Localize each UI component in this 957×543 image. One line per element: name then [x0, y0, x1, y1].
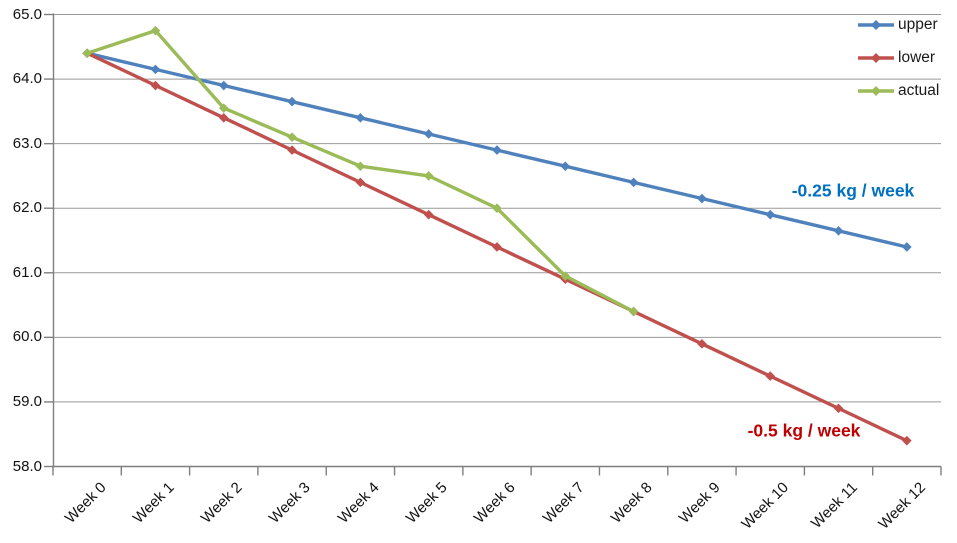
legend-item-actual[interactable]: actual	[856, 74, 939, 107]
upper-data-point-marker[interactable]	[765, 209, 776, 220]
lower-legend-marker-icon	[858, 52, 894, 63]
actual-legend-marker-icon	[858, 85, 894, 96]
y-axis-label: 63.0	[12, 134, 42, 152]
lower-data-point-marker[interactable]	[287, 145, 297, 155]
upper-data-point-marker[interactable]	[833, 226, 844, 236]
legend-item-upper[interactable]: upper	[856, 8, 939, 41]
legend: upper lower actual	[856, 8, 939, 107]
upper-data-point-marker[interactable]	[150, 64, 161, 75]
upper-data-point-marker[interactable]	[355, 113, 366, 123]
upper-data-point-marker[interactable]	[287, 96, 297, 107]
upper-data-point-marker[interactable]	[423, 129, 434, 139]
actual-data-point-marker[interactable]	[560, 271, 571, 281]
legend-label: actual	[898, 81, 940, 99]
upper-data-point-marker[interactable]	[492, 145, 502, 155]
y-axis-label: 65.0	[12, 5, 42, 23]
y-axis-label: 60.0	[12, 328, 42, 346]
lower-data-point-marker[interactable]	[765, 371, 776, 381]
actual-data-point-marker[interactable]	[355, 161, 366, 172]
actual-data-point-marker[interactable]	[492, 203, 502, 214]
actual-data-point-marker[interactable]	[423, 171, 434, 181]
actual-data-point-marker[interactable]	[218, 103, 229, 113]
lower-data-point-marker[interactable]	[355, 177, 366, 188]
upper-data-point-marker[interactable]	[697, 193, 707, 204]
legend-label: upper	[898, 15, 938, 33]
upper-data-point-marker[interactable]	[628, 177, 639, 188]
legend-label: lower	[898, 48, 936, 66]
upper-data-point-marker[interactable]	[218, 80, 229, 91]
upper-legend-marker-icon	[858, 19, 894, 30]
lower-data-point-marker[interactable]	[423, 209, 434, 220]
lower-data-point-marker[interactable]	[150, 80, 161, 91]
lower-data-point-marker[interactable]	[697, 339, 707, 349]
y-axis-label: 58.0	[12, 457, 42, 475]
y-axis-label: 59.0	[12, 392, 42, 410]
annotation-lower-rate[interactable]: -0.5 kg / week	[747, 420, 861, 441]
lower-data-point-marker[interactable]	[218, 113, 229, 123]
legend-item-lower[interactable]: lower	[856, 41, 939, 74]
upper-data-point-marker[interactable]	[902, 242, 912, 252]
actual-data-point-marker[interactable]	[150, 25, 161, 36]
actual-data-point-marker[interactable]	[628, 306, 639, 317]
lower-data-point-marker[interactable]	[902, 435, 912, 446]
y-axis-label: 62.0	[12, 199, 42, 217]
actual-data-point-marker[interactable]	[82, 48, 92, 59]
annotation-upper-rate[interactable]: -0.25 kg / week	[791, 180, 915, 201]
upper-data-point-marker[interactable]	[560, 161, 571, 172]
y-axis-label: 61.0	[12, 263, 42, 281]
y-axis-label: 64.0	[12, 70, 42, 88]
actual-data-point-marker[interactable]	[287, 132, 297, 142]
lower-data-point-marker[interactable]	[492, 242, 502, 252]
lower-data-point-marker[interactable]	[833, 403, 844, 414]
